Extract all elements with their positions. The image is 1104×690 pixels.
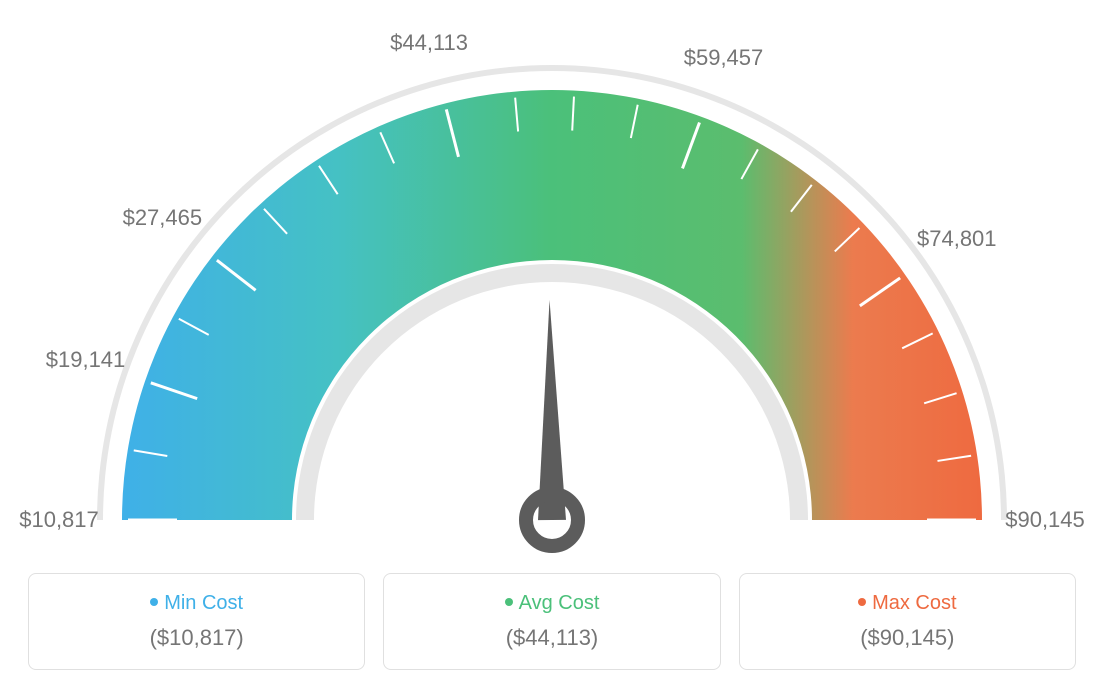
gauge-tick-label: $74,801 [917, 226, 997, 252]
gauge-tick-label: $59,457 [684, 45, 764, 71]
legend-card-value: ($90,145) [750, 625, 1065, 651]
legend-dot-icon [150, 598, 158, 606]
legend-card: Avg Cost ($44,113) [383, 573, 720, 670]
gauge-tick-label: $44,113 [390, 30, 468, 56]
legend-row: Min Cost ($10,817) Avg Cost ($44,113) Max Co… [28, 573, 1076, 670]
gauge-tick-label: $10,817 [19, 507, 99, 533]
legend-card-title: Min Cost [39, 592, 354, 615]
legend-card: Max Cost ($90,145) [739, 573, 1076, 670]
legend-card-label: Max Cost [872, 592, 956, 614]
gauge-tick-label: $19,141 [46, 347, 126, 373]
legend-card-title: Max Cost [750, 592, 1065, 615]
gauge-svg [0, 0, 1104, 560]
legend-dot-icon [505, 598, 513, 606]
legend-card-label: Avg Cost [519, 592, 600, 614]
legend-card: Min Cost ($10,817) [28, 573, 365, 670]
gauge-area: $10,817 $19,141 $27,465 $44,113 $59,457 $74,8… [0, 0, 1104, 560]
legend-card-value: ($10,817) [39, 625, 354, 651]
gauge-tick-label: $90,145 [1005, 507, 1085, 533]
legend-card-title: Avg Cost [394, 592, 709, 615]
legend-card-label: Min Cost [164, 592, 243, 614]
legend-dot-icon [858, 598, 866, 606]
legend-card-value: ($44,113) [394, 625, 709, 651]
gauge-tick-label: $27,465 [123, 205, 203, 231]
cost-gauge-chart: $10,817 $19,141 $27,465 $44,113 $59,457 $74,8… [0, 0, 1104, 690]
